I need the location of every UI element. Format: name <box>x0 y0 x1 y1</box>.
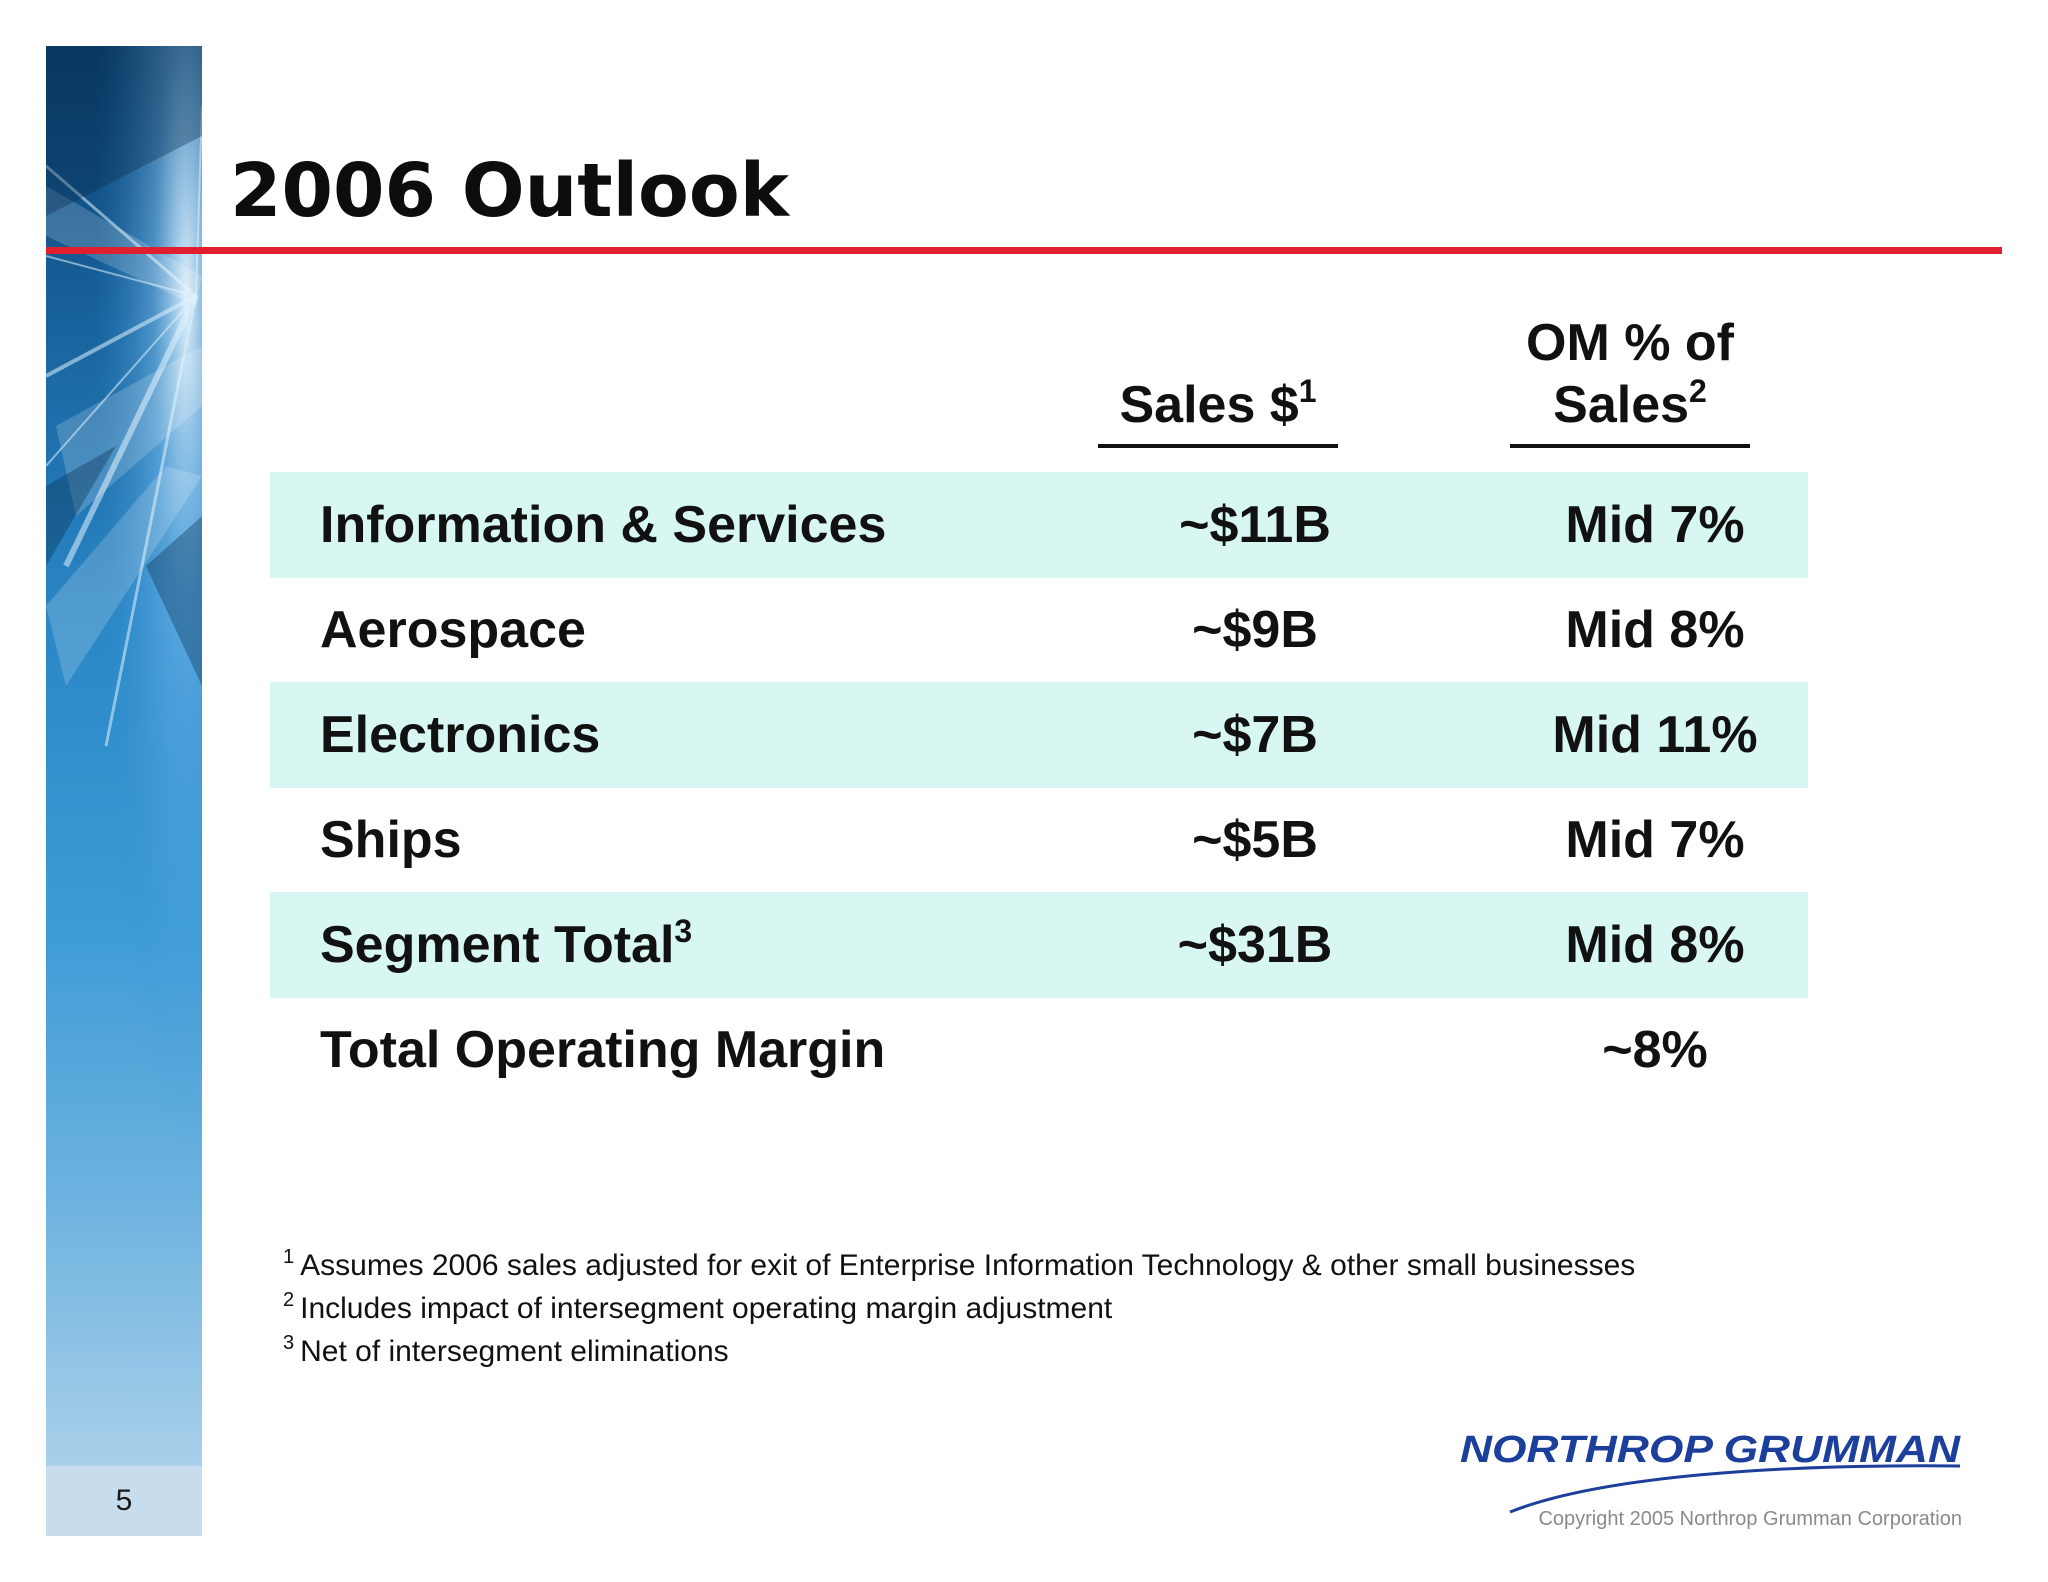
row-om-value: Mid 8% <box>1565 601 1745 659</box>
column-header-sales-rule <box>1098 444 1338 448</box>
footnote-2: 2 Includes impact of intersegment operati… <box>283 1289 1112 1326</box>
row-label: Ships <box>320 787 462 893</box>
row-sales-value: ~$11B <box>1179 496 1331 554</box>
row-sales-value: ~$31B <box>1177 916 1333 974</box>
footnote-1-text: Assumes 2006 sales adjusted for exit of … <box>300 1249 1636 1282</box>
row-sales-value: ~$7B <box>1192 706 1318 764</box>
table-row: Electronics ~$7B Mid 11% <box>270 682 1808 788</box>
footnote-3: 3 Net of intersegment eliminations <box>283 1332 729 1369</box>
northrop-grumman-logo: NORTHROP GRUMMAN <box>1450 1414 1970 1534</box>
table-row: Aerospace ~$9B Mid 8% <box>270 577 1808 683</box>
column-header-om: OM % of Sales2 <box>1510 312 1750 448</box>
row-sales-value: ~$5B <box>1192 811 1318 869</box>
column-header-sales-footnote: 1 <box>1298 373 1317 409</box>
page-number: 5 <box>115 1484 133 1517</box>
row-sales-value: ~$9B <box>1192 601 1318 659</box>
row-label-text: Ships <box>320 811 462 869</box>
footnote-3-text: Net of intersegment eliminations <box>300 1335 729 1368</box>
row-label-text: Aerospace <box>320 601 586 659</box>
logo-graphic: NORTHROP GRUMMAN <box>1460 1429 1962 1514</box>
decorative-side-band <box>46 46 202 1466</box>
table-row: Ships ~$5B Mid 7% <box>270 787 1808 893</box>
row-sales-value <box>1070 997 1440 1103</box>
table-row: Segment Total3 ~$31B Mid 8% <box>270 892 1808 998</box>
row-om-value: Mid 8% <box>1565 916 1745 974</box>
footnote-2-number: 2 <box>283 1289 295 1311</box>
column-header-sales-label: Sales $ <box>1119 376 1299 434</box>
title-underline <box>46 247 2002 254</box>
page-number-box: 5 <box>46 1466 202 1536</box>
row-label: Information & Services <box>320 472 886 578</box>
row-om-value: Mid 11% <box>1552 706 1758 764</box>
row-om-value: Mid 7% <box>1565 496 1745 554</box>
footnote-2-text: Includes impact of intersegment operatin… <box>300 1292 1113 1325</box>
footnote-1-number: 1 <box>283 1246 295 1268</box>
column-header-om-rule <box>1510 444 1750 448</box>
footnote-3-number: 3 <box>283 1332 295 1354</box>
table-row: Total Operating Margin ~8% <box>270 997 1808 1103</box>
table-row: Information & Services ~$11B Mid 7% <box>270 472 1808 578</box>
row-om-value: ~8% <box>1602 1021 1708 1079</box>
slide-title: 2006 Outlook <box>230 148 789 234</box>
column-header-om-footnote: 2 <box>1689 373 1707 409</box>
footnote-1: 1 Assumes 2006 sales adjusted for exit of… <box>283 1246 1635 1283</box>
row-label: Aerospace <box>320 577 586 683</box>
row-label: Electronics <box>320 682 600 788</box>
row-label-text: Electronics <box>320 706 601 764</box>
light-burst-graphic <box>46 46 202 1466</box>
row-label-text: Segment Total <box>320 916 675 974</box>
logo-swoosh <box>1509 1464 1961 1514</box>
row-om-value: Mid 7% <box>1565 811 1745 869</box>
row-label: Total Operating Margin <box>320 997 885 1103</box>
column-header-om-line2: Sales <box>1553 376 1690 434</box>
row-label-text: Total Operating Margin <box>320 1021 886 1079</box>
row-label: Segment Total3 <box>320 892 692 998</box>
column-header-sales: Sales $1 <box>1098 374 1338 448</box>
copyright-notice: Copyright 2005 Northrop Grumman Corporat… <box>1538 1508 1962 1530</box>
row-label-footnote: 3 <box>674 913 693 949</box>
logo-wordmark: NORTHROP GRUMMAN <box>1460 1429 1962 1471</box>
row-label-text: Information & Services <box>320 496 887 554</box>
column-header-om-line1: OM % of <box>1526 314 1734 372</box>
